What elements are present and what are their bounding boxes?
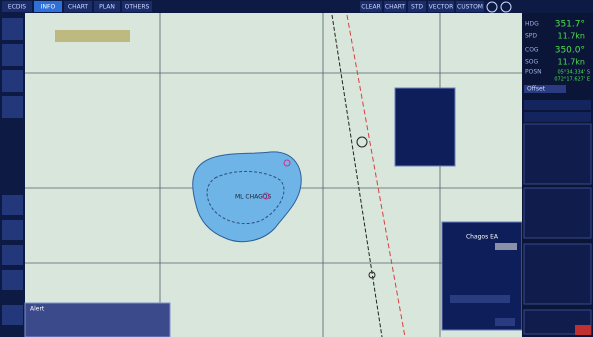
info-popup[interactable] <box>441 221 523 331</box>
depth-contour <box>206 170 285 224</box>
toolbar-buttons <box>2 18 23 325</box>
own-ship <box>356 136 368 148</box>
tool-button[interactable] <box>2 220 23 240</box>
tool-button[interactable] <box>408 1 426 12</box>
route-line <box>331 14 383 337</box>
popup-button[interactable] <box>450 295 510 303</box>
tool-button[interactable] <box>2 245 23 265</box>
heading-line <box>346 14 406 337</box>
tool-button[interactable] <box>2 96 23 118</box>
menu-label: OTHERS <box>125 4 150 11</box>
panel-section <box>523 187 592 239</box>
alarm-indicator[interactable] <box>575 325 591 335</box>
icon[interactable] <box>486 1 498 13</box>
readout-label: HDG <box>525 21 539 28</box>
popup-title: Chagos EA <box>466 234 499 241</box>
panel-section <box>524 112 591 122</box>
tool-button[interactable] <box>2 270 23 290</box>
target-popup[interactable] <box>394 87 456 167</box>
readout-label: SPD <box>525 33 537 40</box>
waypoint <box>368 271 376 279</box>
readout-value: 351.7° <box>555 20 585 30</box>
tool-label: CLEAR <box>361 4 381 11</box>
panel-section <box>524 100 591 110</box>
popup-field <box>495 243 517 250</box>
tool-button[interactable] <box>428 1 454 12</box>
marker <box>283 159 291 167</box>
tool-label: CHART <box>385 4 406 11</box>
chart-label-box <box>55 30 130 42</box>
menu-label: INFO <box>41 4 56 11</box>
panel-section <box>523 123 592 185</box>
tool-button[interactable] <box>2 195 23 215</box>
menu-button[interactable] <box>34 1 62 12</box>
tool-button[interactable] <box>2 18 23 40</box>
readout-label: COG <box>525 47 539 54</box>
menu-label: CHART <box>68 4 89 11</box>
tool-button[interactable] <box>456 1 484 12</box>
readout-value: 11.7kn <box>557 58 585 67</box>
menu-button[interactable] <box>94 1 120 12</box>
alert-title: Alert <box>30 306 45 313</box>
longitude: 072°17.627' E <box>554 77 590 83</box>
menu-button[interactable] <box>2 1 32 12</box>
graticule <box>25 13 522 337</box>
marker <box>262 192 270 200</box>
menu-button[interactable] <box>64 1 92 12</box>
icon[interactable] <box>500 1 512 13</box>
latitude: 05°34.334' S <box>558 70 591 76</box>
tool-label: CUSTOM <box>457 4 483 11</box>
menu-label: ECDIS <box>8 4 26 11</box>
readout-value: 11.7kn <box>557 32 585 41</box>
tool-button[interactable] <box>360 1 382 12</box>
tool-button[interactable] <box>384 1 406 12</box>
menu: ECDIS INFO CHART PLAN OTHERS <box>2 1 152 12</box>
tool-button[interactable] <box>2 70 23 92</box>
panel-section <box>523 243 592 305</box>
menu-button[interactable] <box>122 1 152 12</box>
tool-label: VECTOR <box>429 4 454 11</box>
tool-button[interactable] <box>2 305 23 325</box>
nav-readouts: HDG 351.7° SPD 11.7kn COG 350.0° SOG 11.… <box>525 20 590 83</box>
panel-button[interactable] <box>524 85 566 93</box>
popup-button[interactable] <box>495 318 515 326</box>
menu-label: PLAN <box>99 4 115 11</box>
readout-value: 350.0° <box>555 46 585 56</box>
panel-button-label: Offset <box>527 86 546 93</box>
readout-label: SOG <box>525 59 539 66</box>
readout-label: POSN <box>525 69 542 76</box>
alert-box[interactable] <box>24 302 171 337</box>
tool-button[interactable] <box>2 44 23 66</box>
right-buttons: CLEAR CHART STD VECTOR CUSTOM <box>360 1 512 13</box>
tool-label: STD <box>411 4 423 11</box>
island-label: ML CHAGOS <box>235 194 271 201</box>
island-shoal <box>192 151 302 243</box>
